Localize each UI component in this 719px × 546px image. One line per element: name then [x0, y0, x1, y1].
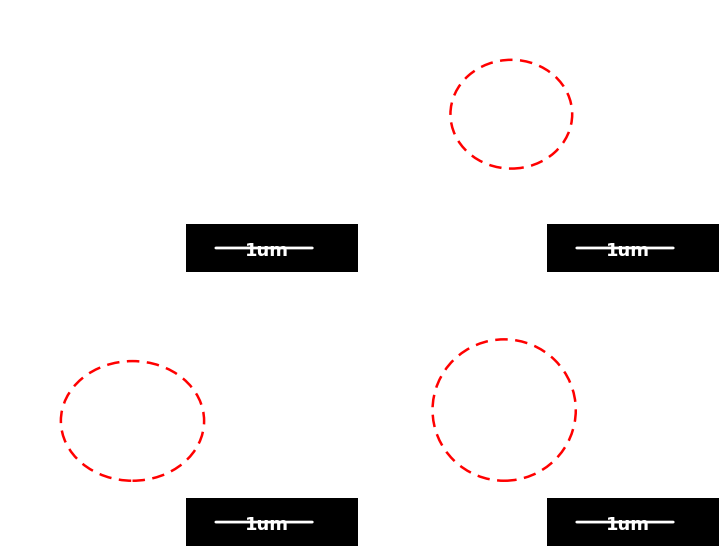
Text: (a): (a)	[14, 256, 43, 274]
FancyBboxPatch shape	[547, 224, 719, 272]
FancyBboxPatch shape	[547, 498, 719, 546]
Text: (b): (b)	[375, 256, 405, 274]
Text: (d): (d)	[375, 530, 405, 546]
Text: 1um: 1um	[244, 242, 289, 260]
Text: (c): (c)	[14, 530, 42, 546]
Text: 1um: 1um	[244, 516, 289, 534]
Text: 1um: 1um	[605, 242, 650, 260]
FancyBboxPatch shape	[186, 224, 358, 272]
FancyBboxPatch shape	[186, 498, 358, 546]
Text: 1um: 1um	[605, 516, 650, 534]
